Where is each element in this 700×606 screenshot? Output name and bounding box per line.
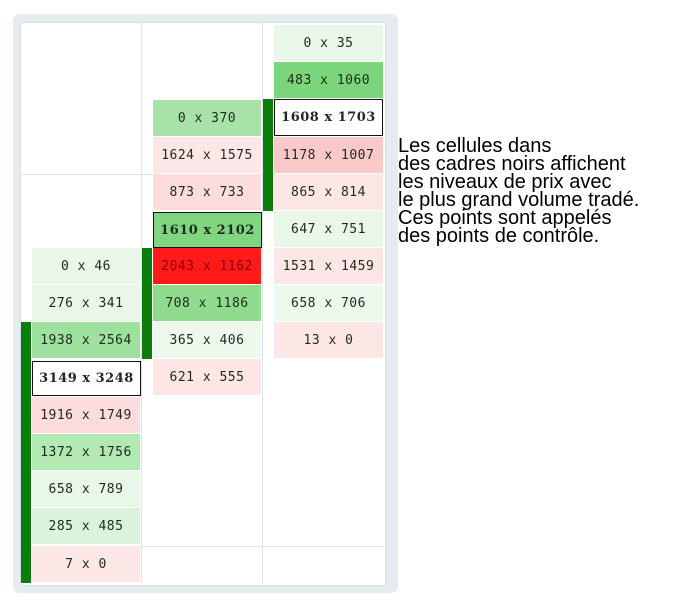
point-of-control-cell: 1608 x 1703 — [274, 99, 383, 136]
price-level-cell: 13 x 0 — [274, 322, 383, 358]
price-level-cell: 2043 x 1162 — [153, 248, 261, 284]
price-level-cell: 1938 x 2564 — [32, 322, 140, 358]
price-level-cell: 873 x 733 — [153, 174, 261, 210]
price-level-cell: 0 x 35 — [274, 25, 383, 61]
price-level-cell: 1531 x 1459 — [274, 248, 383, 284]
annotation-line: les niveaux de prix avec — [398, 171, 612, 193]
price-level-cell: 1178 x 1007 — [274, 137, 383, 173]
point-of-control-cell: 3149 x 3248 — [32, 361, 141, 396]
price-level-cell: 1916 x 1749 — [32, 397, 140, 433]
annotation-line: des points de contrôle. — [398, 225, 600, 247]
grid-divider — [21, 546, 384, 547]
price-level-cell: 647 x 751 — [274, 211, 383, 247]
price-level-cell: 658 x 789 — [32, 471, 140, 507]
grid-divider — [141, 23, 142, 583]
annotation-text: Les cellules dans des cadres noirs affic… — [398, 135, 698, 247]
price-level-cell: 483 x 1060 — [274, 62, 383, 98]
annotation-line: Les cellules dans — [398, 135, 552, 157]
price-level-cell: 1372 x 1756 — [32, 434, 140, 470]
value-area-bar — [263, 99, 273, 211]
annotation-line: Ces points sont appelés — [398, 207, 612, 229]
annotation-line: des cadres noirs affichent — [398, 153, 626, 175]
point-of-control-cell: 1610 x 2102 — [153, 212, 262, 248]
annotation-line: le plus grand volume tradé. — [398, 189, 640, 211]
price-level-cell: 0 x 46 — [32, 248, 140, 284]
grid-divider — [262, 23, 263, 583]
price-level-cell: 865 x 814 — [274, 174, 383, 210]
price-level-cell: 0 x 370 — [153, 100, 261, 136]
price-level-cell: 1624 x 1575 — [153, 137, 261, 173]
price-level-cell: 708 x 1186 — [153, 285, 261, 321]
value-area-bar — [142, 248, 152, 359]
price-level-cell: 658 x 706 — [274, 285, 383, 321]
value-area-bar — [21, 322, 31, 583]
price-level-cell: 365 x 406 — [153, 322, 261, 358]
price-level-cell: 621 x 555 — [153, 359, 261, 395]
price-level-cell: 285 x 485 — [32, 508, 140, 544]
price-level-cell: 7 x 0 — [32, 546, 140, 582]
price-level-cell: 276 x 341 — [32, 285, 140, 321]
